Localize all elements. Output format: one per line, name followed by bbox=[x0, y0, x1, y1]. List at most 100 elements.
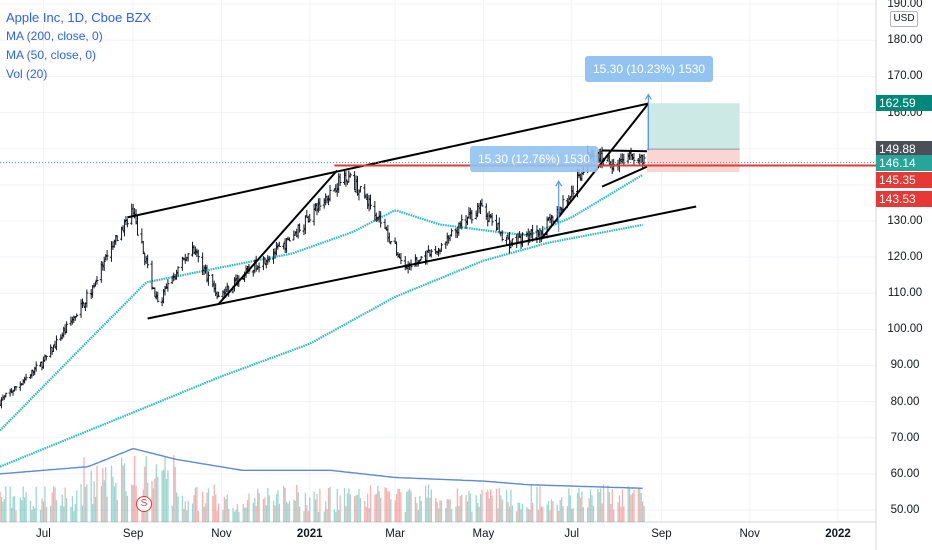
volume-bar bbox=[510, 489, 512, 522]
volume-bar bbox=[424, 485, 427, 522]
volume-bar bbox=[471, 511, 473, 522]
volume-bar bbox=[419, 496, 421, 522]
volume-bar bbox=[497, 508, 499, 522]
volume-bar bbox=[235, 509, 237, 522]
volume-bar bbox=[532, 502, 534, 522]
volume-bar bbox=[233, 511, 236, 522]
volume-bar bbox=[165, 479, 168, 522]
ma50-line bbox=[0, 173, 644, 432]
volume-bar bbox=[507, 501, 509, 522]
ma200-legend[interactable]: MA (200, close, 0) bbox=[6, 29, 103, 43]
moving-averages bbox=[0, 173, 644, 468]
volume-bar bbox=[518, 502, 521, 522]
volume-bar bbox=[64, 487, 66, 522]
measure-arrow-head bbox=[555, 180, 563, 187]
volume-bar bbox=[623, 506, 625, 522]
dividends-icon[interactable]: S bbox=[136, 496, 152, 512]
volume-bar bbox=[222, 509, 224, 522]
drawings[interactable] bbox=[0, 93, 876, 320]
x-tick-label: Sep bbox=[651, 528, 672, 540]
volume-bar bbox=[630, 494, 632, 522]
volume-bar bbox=[183, 508, 185, 522]
volume-bar bbox=[490, 489, 492, 522]
volume-bar bbox=[297, 492, 299, 522]
volume-bar bbox=[60, 505, 62, 522]
symbol-title[interactable]: Apple Inc, 1D, Cboe BZX bbox=[6, 10, 152, 25]
volume-bar bbox=[309, 497, 311, 522]
volume-bar bbox=[19, 497, 21, 522]
volume-bar bbox=[508, 506, 511, 522]
volume-bar bbox=[42, 501, 45, 522]
volume-bar bbox=[566, 506, 569, 522]
volume-bar bbox=[407, 490, 409, 522]
volume-bar bbox=[83, 457, 85, 522]
volume-bar bbox=[174, 466, 176, 522]
long-position-tool[interactable] bbox=[646, 103, 740, 173]
x-tick-label: Sep bbox=[122, 528, 144, 540]
volume-bar bbox=[123, 463, 126, 522]
volume-bar bbox=[338, 510, 340, 522]
volume-bar bbox=[520, 509, 522, 522]
volume-bar bbox=[540, 506, 542, 522]
volume-bar bbox=[298, 506, 301, 522]
measure-label-main[interactable]: 15.30 (10.23%) 1530 bbox=[585, 56, 714, 82]
volume-bar bbox=[51, 492, 53, 522]
volume-bar bbox=[90, 470, 92, 522]
volume-bar bbox=[536, 487, 538, 522]
volume-bar bbox=[537, 509, 540, 522]
volume-bar bbox=[25, 492, 27, 522]
volume-bar bbox=[245, 507, 247, 522]
volume-bar bbox=[611, 489, 613, 522]
volume-bar bbox=[63, 506, 65, 522]
volume-bar bbox=[601, 503, 603, 522]
volume-bar bbox=[377, 485, 379, 522]
volume-bar bbox=[94, 496, 97, 522]
volume-bar bbox=[380, 497, 382, 522]
volume-bar bbox=[410, 491, 412, 522]
measure-label-secondary[interactable]: 15.30 (12.76%) 1530 bbox=[470, 146, 599, 172]
volume-bar bbox=[445, 507, 447, 522]
volume-bar bbox=[449, 499, 451, 522]
y-tick-label: 80.00 bbox=[890, 395, 920, 408]
volume-bar bbox=[76, 490, 78, 522]
volume-bar bbox=[578, 488, 580, 522]
volume-bar bbox=[15, 510, 17, 522]
volume-bar bbox=[13, 496, 16, 522]
volume-bar bbox=[359, 497, 362, 522]
volume-legend[interactable]: Vol (20) bbox=[6, 67, 48, 81]
volume-bar bbox=[236, 504, 239, 522]
volume-bar bbox=[333, 509, 336, 522]
volume-bar bbox=[404, 511, 406, 522]
volume-bar bbox=[498, 487, 501, 522]
volume-bar bbox=[408, 488, 411, 522]
volume-bar bbox=[304, 492, 307, 522]
volume-bar bbox=[620, 506, 622, 522]
volume-bar bbox=[569, 495, 571, 522]
volume-bar bbox=[469, 493, 472, 522]
volume-bar bbox=[285, 501, 288, 522]
volume-bar bbox=[272, 500, 275, 522]
volume-bar bbox=[517, 502, 519, 522]
volume-bar bbox=[420, 500, 422, 522]
volume-bar bbox=[468, 490, 470, 522]
volume-bar bbox=[479, 494, 482, 522]
volume-bar bbox=[571, 508, 573, 522]
volume-bar bbox=[558, 511, 560, 522]
volume-bar bbox=[628, 488, 631, 522]
volume-bar bbox=[161, 470, 163, 522]
currency-label[interactable]: USD bbox=[890, 11, 918, 27]
volume-bar bbox=[592, 505, 595, 522]
volume-bar bbox=[120, 457, 123, 522]
volume-bar bbox=[152, 488, 155, 522]
volume-bar bbox=[283, 486, 285, 522]
volume-bar bbox=[384, 487, 386, 522]
volume-bar bbox=[365, 507, 367, 522]
ma50-legend[interactable]: MA (50, close, 0) bbox=[6, 48, 97, 62]
y-tick-label: 50.00 bbox=[890, 504, 920, 516]
target-zone bbox=[646, 103, 740, 150]
volume-bar bbox=[228, 508, 230, 522]
channel-upper-line bbox=[127, 102, 649, 219]
volume-bar bbox=[134, 456, 136, 522]
volume-bar bbox=[191, 503, 194, 522]
